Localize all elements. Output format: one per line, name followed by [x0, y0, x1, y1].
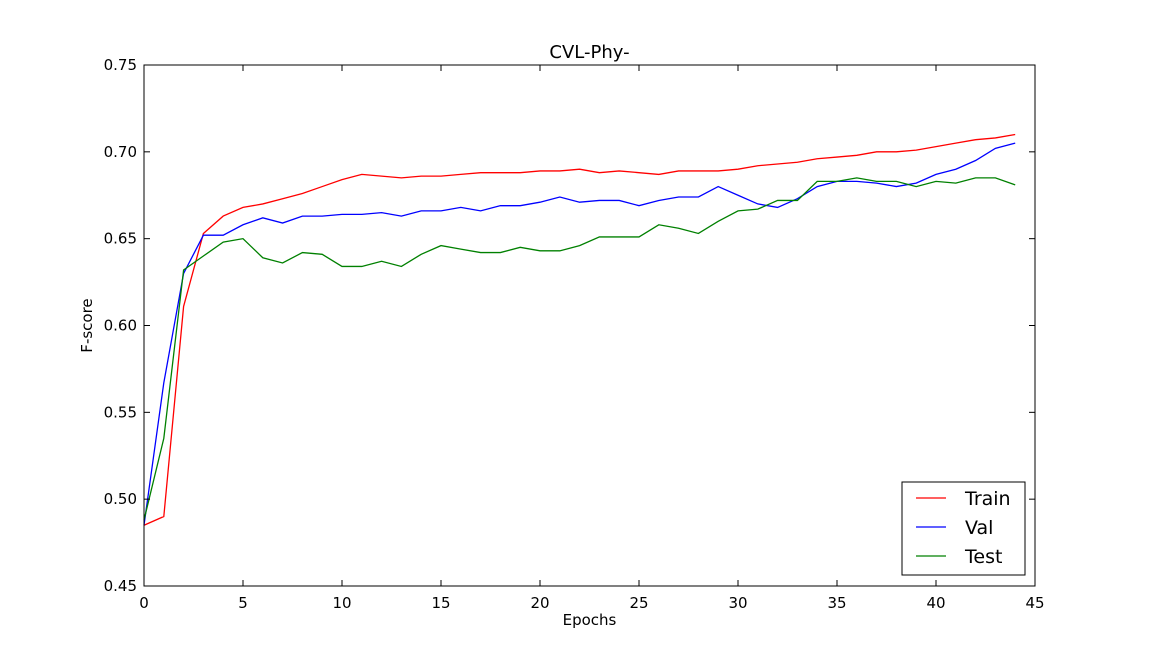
y-tick-label: 0.55 — [104, 403, 137, 421]
x-tick-label: 45 — [1025, 594, 1044, 612]
series-line-val — [143, 142, 1016, 526]
legend-label-train: Train — [964, 488, 1011, 510]
legend: Train Val Test — [901, 481, 1026, 576]
y-tick-label: 0.70 — [104, 143, 137, 161]
x-tick-label: 30 — [728, 594, 747, 612]
y-tick-label: 0.65 — [104, 230, 137, 248]
y-tick-label: 0.50 — [104, 490, 137, 508]
x-tick-label: 5 — [238, 594, 248, 612]
series-line-train — [143, 133, 1016, 526]
y-axis-label: F-score — [78, 298, 96, 352]
chart-title: CVL-Phy- — [549, 42, 629, 63]
y-tick-label: 0.60 — [104, 317, 137, 335]
x-axis-label: Epochs — [563, 611, 617, 629]
ticks-layer: 0 5 10 15 20 25 30 35 40 45 0.45 0.50 0.55 0.60 0.65 0.… — [104, 56, 1045, 612]
legend-label-val: Val — [965, 517, 993, 539]
plot-frame — [143, 64, 1036, 587]
y-tick-label: 0.45 — [104, 577, 137, 595]
x-tick-label: 10 — [332, 594, 351, 612]
x-tick-label: 0 — [139, 594, 149, 612]
series-layer — [143, 133, 1016, 526]
x-tick-label: 40 — [926, 594, 945, 612]
x-tick-label: 35 — [827, 594, 846, 612]
legend-label-test: Test — [964, 546, 1002, 568]
series-line-test — [143, 177, 1016, 521]
x-tick-label: 15 — [431, 594, 450, 612]
x-tick-label: 20 — [530, 594, 549, 612]
y-tick-label: 0.75 — [104, 56, 137, 74]
x-tick-label: 25 — [629, 594, 648, 612]
